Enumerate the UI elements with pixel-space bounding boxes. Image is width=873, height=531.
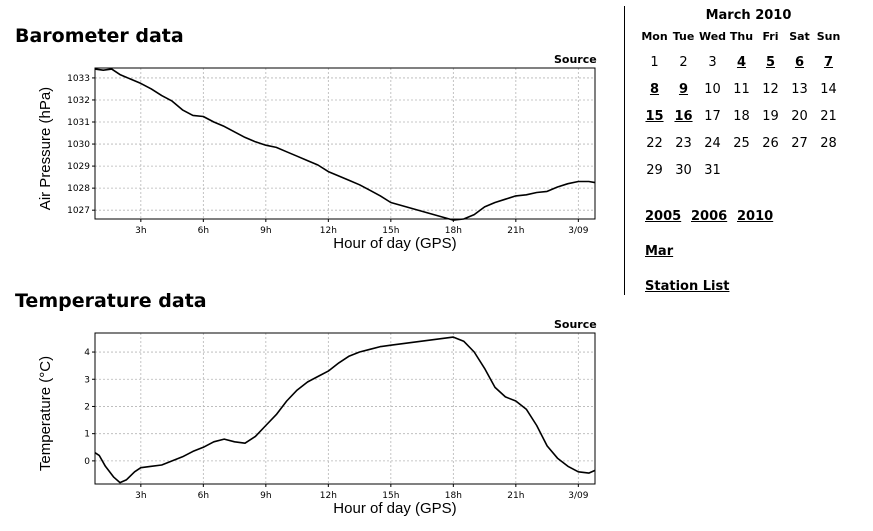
barometer-y-tick-label: 1029 (67, 162, 90, 172)
calendar-day-13: 13 (791, 82, 808, 97)
calendar-day-14: 14 (820, 82, 837, 97)
month-link-mar[interactable]: Mar (645, 244, 674, 259)
temperature-x-tick-label: 3h (135, 491, 146, 501)
calendar-day-25: 25 (733, 136, 750, 151)
sidebar-divider (624, 6, 625, 295)
calendar: March 2010 Mon Tue Wed Thu Fri Sat Sun 1 2 3 4 5 6 7 8… (640, 8, 857, 191)
barometer-x-tick-label: 3/09 (568, 226, 588, 236)
barometer-x-tick-label: 12h (320, 226, 337, 236)
barometer-plot-frame (94, 67, 596, 220)
calendar-day-11: 11 (733, 82, 750, 97)
temperature-data-line (94, 336, 596, 484)
calendar-day-17: 17 (704, 109, 721, 124)
station-list-link[interactable]: Station List (645, 279, 730, 294)
barometer-y-tick-label: 1032 (67, 96, 90, 106)
calendar-weekday: Fri (762, 30, 779, 43)
temperature-source-link[interactable]: Source (554, 318, 597, 331)
calendar-day-8[interactable]: 8 (649, 82, 660, 97)
barometer-y-tick-label: 1027 (67, 206, 90, 216)
calendar-day-20: 20 (791, 109, 808, 124)
barometer-x-tick-label: 3h (135, 226, 146, 236)
year-link-2005[interactable]: 2005 (645, 209, 682, 224)
temperature-x-tick-label: 6h (198, 491, 209, 501)
calendar-day-29: 29 (646, 163, 663, 178)
barometer-data-line (94, 68, 596, 221)
temperature-x-tick-label: 15h (382, 491, 399, 501)
temperature-title: Temperature data (15, 290, 207, 312)
calendar-day-3: 3 (708, 55, 717, 70)
barometer-x-tick-label: 18h (445, 226, 462, 236)
barometer-title: Barometer data (15, 25, 184, 47)
temperature-y-tick-label: 0 (84, 457, 90, 467)
calendar-weekday: Thu (729, 30, 754, 43)
barometer-x-tick-label: 15h (382, 226, 399, 236)
temperature-x-tick-label: 9h (260, 491, 271, 501)
calendar-day-9[interactable]: 9 (678, 82, 689, 97)
calendar-day-28: 28 (820, 136, 837, 151)
barometer-y-tick-label: 1028 (67, 184, 90, 194)
year-link-2010[interactable]: 2010 (737, 209, 774, 224)
calendar-grid: Mon Tue Wed Thu Fri Sat Sun 1 2 3 4 5 6 7 8 9 10 11 12 13 14… (640, 30, 857, 191)
calendar-title: March 2010 (705, 8, 792, 23)
calendar-weekday: Sat (789, 30, 810, 43)
temperature-chart: 3h 6h 9h 12h 15h 18h 21h 3/09 0 1 2 3 4 Hour of day (… (37, 332, 596, 517)
temperature-x-tick-label: 3/09 (568, 491, 588, 501)
calendar-day-2: 2 (679, 55, 688, 70)
temperature-y-axis-label: Temperature (°C) (37, 356, 54, 471)
barometer-x-axis-label: Hour of day (GPS) (333, 235, 456, 252)
calendar-day-1: 1 (650, 55, 659, 70)
calendar-empty-cell (814, 164, 843, 191)
calendar-day-19: 19 (762, 109, 779, 124)
barometer-chart: 3h 6h 9h 12h 15h 18h 21h 3/09 1027 1028 1029 1030 10… (37, 67, 596, 252)
temperature-y-tick-label: 4 (84, 348, 90, 358)
barometer-source-link[interactable]: Source (554, 53, 597, 66)
calendar-day-7[interactable]: 7 (823, 55, 834, 70)
barometer-y-tick-label: 1033 (67, 74, 90, 84)
calendar-day-24: 24 (704, 136, 721, 151)
temperature-x-tick-label: 12h (320, 491, 337, 501)
calendar-weekday: Mon (641, 30, 668, 43)
calendar-empty-cell (756, 164, 785, 191)
barometer-y-axis-label: Air Pressure (hPa) (37, 87, 54, 210)
temperature-x-tick-label: 21h (507, 491, 524, 501)
calendar-day-10: 10 (704, 82, 721, 97)
calendar-empty-cell (727, 164, 756, 191)
calendar-empty-cell (785, 164, 814, 191)
barometer-x-tick-label: 9h (260, 226, 271, 236)
temperature-y-tick-label: 1 (84, 430, 90, 440)
calendar-day-5[interactable]: 5 (765, 55, 776, 70)
temperature-y-tick-label: 2 (84, 402, 90, 412)
calendar-day-6[interactable]: 6 (794, 55, 805, 70)
temperature-plot-frame (94, 332, 596, 485)
temperature-x-tick-label: 18h (445, 491, 462, 501)
calendar-day-21: 21 (820, 109, 837, 124)
calendar-day-15[interactable]: 15 (645, 109, 664, 124)
barometer-x-tick-label: 6h (198, 226, 209, 236)
year-link-2006[interactable]: 2006 (691, 209, 728, 224)
barometer-y-tick-label: 1031 (67, 118, 90, 128)
calendar-weekday: Sun (816, 30, 841, 43)
calendar-weekday: Tue (672, 30, 695, 43)
calendar-day-18: 18 (733, 109, 750, 124)
barometer-x-tick-label: 21h (507, 226, 524, 236)
calendar-day-16[interactable]: 16 (674, 109, 693, 124)
calendar-day-22: 22 (646, 136, 663, 151)
calendar-day-23: 23 (675, 136, 692, 151)
calendar-day-27: 27 (791, 136, 808, 151)
temperature-y-tick-label: 3 (84, 375, 90, 385)
temperature-x-axis-label: Hour of day (GPS) (333, 500, 456, 517)
calendar-day-31: 31 (704, 163, 721, 178)
barometer-y-tick-label: 1030 (67, 140, 90, 150)
calendar-day-26: 26 (762, 136, 779, 151)
calendar-day-12: 12 (762, 82, 779, 97)
calendar-day-4[interactable]: 4 (736, 55, 747, 70)
calendar-day-30: 30 (675, 163, 692, 178)
calendar-weekday: Wed (698, 30, 727, 43)
